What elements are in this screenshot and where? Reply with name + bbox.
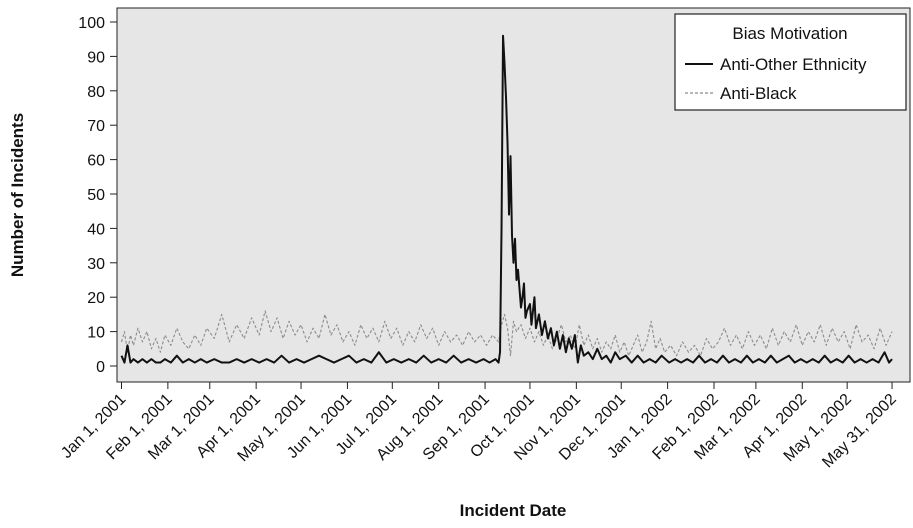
series-line-anti-black xyxy=(120,310,893,357)
x-axis-title: Incident Date xyxy=(460,501,567,520)
y-tick-label: 80 xyxy=(87,84,105,101)
y-axis-title: Number of Incidents xyxy=(8,113,27,277)
y-tick-label: 60 xyxy=(87,153,105,170)
y-tick-label: 10 xyxy=(87,325,105,342)
series-line-anti-other-ethnicity xyxy=(120,34,893,364)
legend-label-anti-other-ethnicity: Anti-Other Ethnicity xyxy=(720,55,867,74)
y-tick-label: 40 xyxy=(87,221,105,238)
legend-title: Bias Motivation xyxy=(732,24,847,43)
y-tick-label: 0 xyxy=(96,359,105,376)
legend: Bias Motivation Anti-Other Ethnicity Ant… xyxy=(674,13,907,111)
legend-box xyxy=(674,13,907,111)
legend-label-anti-black: Anti-Black xyxy=(720,84,797,103)
y-axis: 0 10 20 30 40 50 60 70 80 90 100 xyxy=(78,15,117,376)
y-tick-label: 30 xyxy=(87,256,105,273)
y-tick-label: 90 xyxy=(87,49,105,66)
series-layer xyxy=(120,34,893,364)
y-tick-label: 100 xyxy=(78,15,105,32)
y-tick-label: 50 xyxy=(87,187,105,204)
y-tick-label: 70 xyxy=(87,118,105,135)
y-tick-label: 20 xyxy=(87,290,105,307)
